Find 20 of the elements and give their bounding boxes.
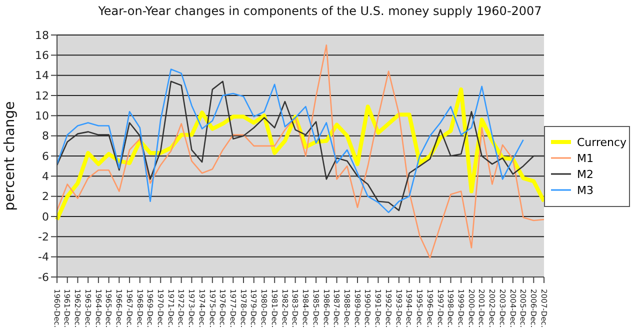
y-axis-title: percent change xyxy=(2,101,18,211)
y-tick-label: -4 xyxy=(38,250,49,264)
line-series xyxy=(56,44,545,258)
y-tick-label: 10 xyxy=(35,110,49,123)
y-tick-label: -6 xyxy=(38,270,49,284)
y-tick-label: 6 xyxy=(42,150,49,163)
legend-label: Currency xyxy=(577,136,627,148)
legend-label: M2 xyxy=(577,168,594,180)
y-tick-label: 14 xyxy=(35,69,49,82)
y-tick-label: 8 xyxy=(42,130,49,143)
chart-title: Year-on-Year changes in components of the U.S. money supply 1960-2007 xyxy=(97,4,543,18)
y-tick-label: 2 xyxy=(42,190,49,204)
y-tick-label: 18 xyxy=(35,28,49,42)
legend-label: M3 xyxy=(577,184,594,196)
y-tick-label: 4 xyxy=(42,170,49,184)
y-tick-label: 0 xyxy=(42,210,49,224)
y-tick-label: -2 xyxy=(38,230,49,244)
legend-label: M1 xyxy=(577,152,594,164)
y-tick-label: 16 xyxy=(35,49,49,62)
y-tick-label: 12 xyxy=(35,89,49,102)
